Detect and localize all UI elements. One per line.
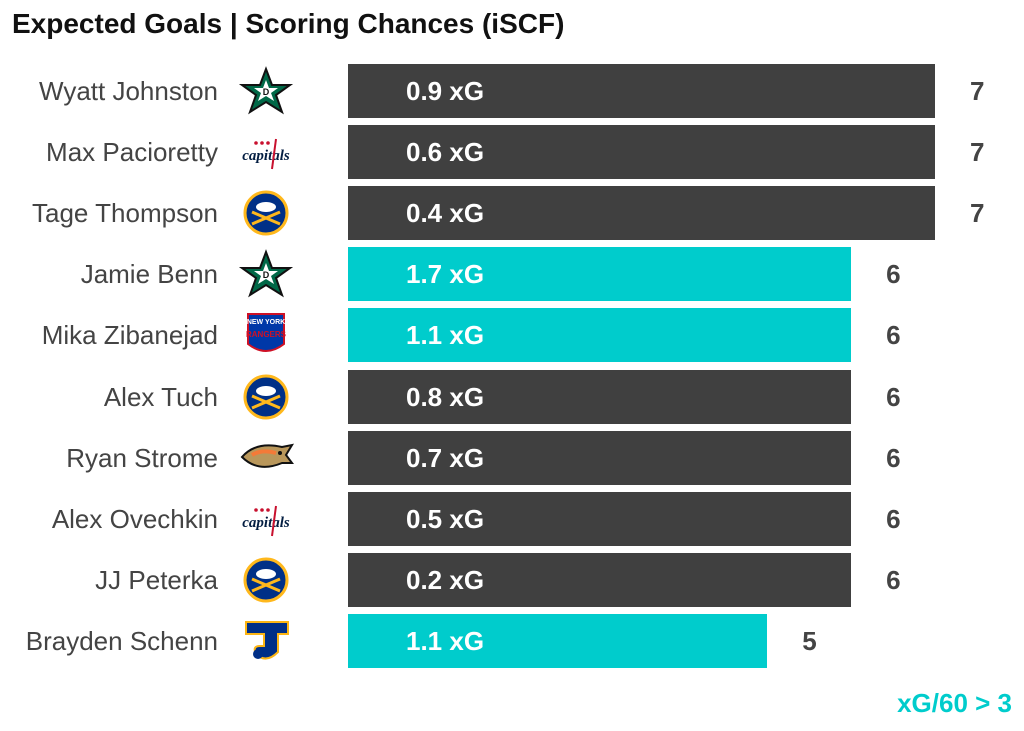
iscf-value-label: 6 <box>886 442 901 473</box>
svg-text:NEW YORK: NEW YORK <box>247 319 285 326</box>
chart-row: Brayden Schenn 1.1 xG 5 <box>0 613 1024 668</box>
player-name-label: Mika Zibanejad <box>41 320 218 351</box>
xg-data-label: 1.7 xG <box>406 259 485 290</box>
svg-text:D: D <box>263 87 270 97</box>
xg-data-label: 0.5 xG <box>406 503 485 534</box>
anaheim-ducks-logo-icon <box>240 443 295 468</box>
svg-text:capitals: capitals <box>242 515 290 531</box>
highlight-legend-note: xG/60 > 3 <box>897 688 1012 718</box>
iscf-bar: 0.9 xG <box>348 64 935 118</box>
xg-data-label: 0.9 xG <box>406 76 485 106</box>
iscf-bar: 0.5 xG <box>348 491 852 546</box>
iscf-value-label: 6 <box>886 564 901 595</box>
chart-row: Max Pacioretty capitals 0.6 xG 7 <box>0 125 1024 180</box>
iscf-value-label: 6 <box>886 381 901 412</box>
iscf-bar: 0.8 xG <box>348 369 852 424</box>
player-name-label: Jamie Benn <box>80 259 218 290</box>
chart-row: JJ Peterka 0.2 xG 6 <box>0 552 1024 607</box>
xg-data-label: 0.6 xG <box>406 137 485 168</box>
iscf-value-label: 6 <box>886 503 901 534</box>
iscf-value-label: 6 <box>886 259 901 290</box>
svg-text:capitals: capitals <box>242 148 290 164</box>
iscf-bar: 0.2 xG <box>348 552 852 607</box>
player-name-label: Brayden Schenn <box>25 625 218 656</box>
iscf-value-label: 6 <box>886 320 901 351</box>
xg-data-label: 0.7 xG <box>406 442 485 473</box>
chart-row: Jamie Benn D 1.7 xG 6 <box>0 247 1024 302</box>
chart-row: Tage Thompson 0.4 xG 7 <box>0 186 1024 241</box>
buffalo-sabres-logo-icon <box>243 190 289 236</box>
player-name-label: JJ Peterka <box>95 564 218 595</box>
player-name-label: Ryan Strome <box>66 442 218 473</box>
xg-data-label: 0.2 xG <box>406 564 485 595</box>
buffalo-sabres-logo-icon <box>243 557 289 603</box>
dallas-stars-logo-icon: D <box>238 66 294 115</box>
washington-capitals-logo-icon: capitals <box>242 138 290 170</box>
svg-text:D: D <box>263 270 270 280</box>
st-louis-blues-logo-icon <box>245 620 289 660</box>
svg-text:RANGERS: RANGERS <box>246 330 287 339</box>
xg-data-label: 1.1 xG <box>406 625 485 656</box>
xg-data-label: 0.8 xG <box>406 381 485 412</box>
player-name-label: Alex Ovechkin <box>51 503 218 534</box>
dallas-stars-logo-icon: D <box>238 249 294 298</box>
iscf-bar: 1.1 xG <box>348 613 768 668</box>
chart-row: Ryan Strome 0.7 xG 6 <box>0 430 1024 485</box>
player-name-label: Max Pacioretty <box>46 137 218 168</box>
iscf-bar: 0.4 xG <box>348 186 935 241</box>
iscf-bar: 0.7 xG <box>348 430 852 485</box>
iscf-value-label: 7 <box>970 198 985 229</box>
iscf-value-label: 5 <box>802 625 817 656</box>
new-york-rangers-logo-icon: NEW YORK RANGERS <box>246 313 287 353</box>
iscf-value-label: 7 <box>970 76 985 106</box>
iscf-bar: 0.6 xG <box>348 125 935 180</box>
chart-row: Alex Tuch 0.8 xG 6 <box>0 369 1024 424</box>
buffalo-sabres-logo-icon <box>243 374 289 419</box>
chart-title: Expected Goals | Scoring Chances (iSCF) <box>12 8 565 39</box>
chart-row: Alex Ovechkin capitals 0.5 xG 6 <box>0 491 1024 546</box>
washington-capitals-logo-icon: capitals <box>242 505 290 536</box>
iscf-bar: 1.1 xG <box>348 308 852 363</box>
player-name-label: Wyatt Johnston <box>39 76 218 106</box>
iscf-bar: 1.7 xG <box>348 247 852 302</box>
player-name-label: Alex Tuch <box>103 381 218 412</box>
xg-data-label: 1.1 xG <box>406 320 485 351</box>
iscf-value-label: 7 <box>970 137 985 168</box>
xg-data-label: 0.4 xG <box>406 198 485 229</box>
player-name-label: Tage Thompson <box>32 198 218 229</box>
chart-row: Mika Zibanejad NEW YORK RANGERS 1.1 xG 6 <box>0 308 1024 363</box>
chart-row: Wyatt Johnston D 0.9 xG 7 <box>0 64 1024 118</box>
